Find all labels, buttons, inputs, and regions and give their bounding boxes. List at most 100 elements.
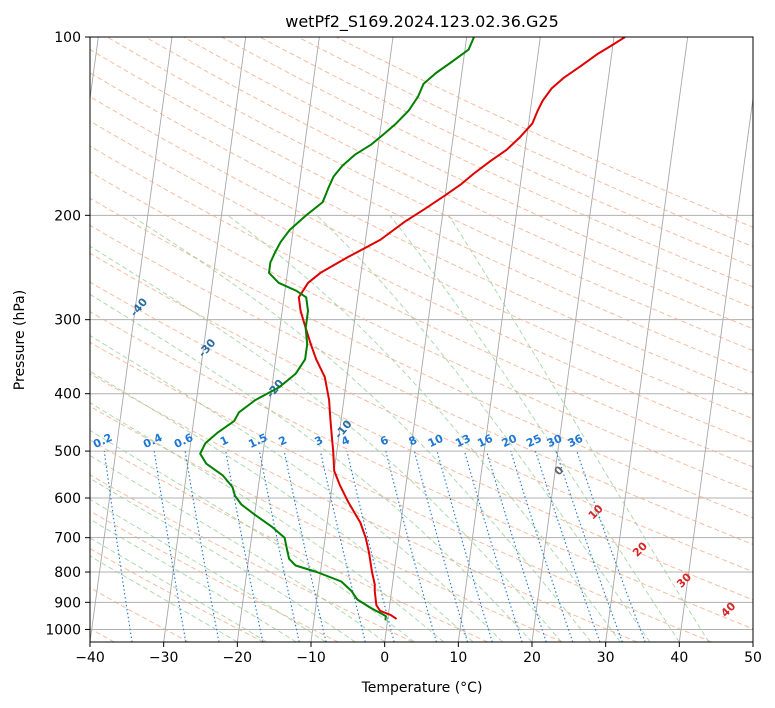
moist-adiabat bbox=[90, 429, 415, 642]
dry-adiabat bbox=[90, 341, 712, 642]
dry-adiabat bbox=[90, 120, 753, 444]
dry-adiabat bbox=[90, 439, 488, 642]
moist-adiabat bbox=[389, 214, 680, 642]
dry-adiabat bbox=[144, 37, 753, 330]
mixing-ratio-line bbox=[510, 450, 574, 642]
dry-adiabat bbox=[90, 548, 264, 642]
mixing-ratio-label: 36 bbox=[566, 432, 586, 450]
isotherm bbox=[678, 95, 753, 642]
dry-adiabat bbox=[90, 474, 414, 642]
mixing-ratio-label: 13 bbox=[453, 432, 472, 450]
y-tick-label: 600 bbox=[54, 491, 81, 507]
x-tick-label: 50 bbox=[744, 650, 762, 666]
isotherm bbox=[605, 37, 689, 642]
dry-adiabat bbox=[90, 587, 190, 642]
isotherm bbox=[752, 638, 753, 642]
isotherm bbox=[236, 37, 320, 642]
x-tick-label: −40 bbox=[75, 650, 105, 666]
mixing-ratio-line bbox=[283, 450, 327, 642]
mixing-ratio-line bbox=[436, 450, 493, 642]
isotherm-label: -60 bbox=[0, 214, 14, 238]
mixing-ratio-label: 10 bbox=[426, 432, 446, 450]
mixing-ratio-label: 2 bbox=[277, 433, 289, 448]
dry-adiabat bbox=[90, 96, 753, 420]
mixing-ratio-line bbox=[555, 450, 623, 642]
mixing-ratio-label: 0.2 bbox=[91, 431, 114, 451]
plot-frame bbox=[89, 36, 754, 643]
x-tick-label: −20 bbox=[223, 650, 253, 666]
dry-adiabat bbox=[90, 197, 753, 519]
dry-adiabat bbox=[90, 373, 638, 642]
moist-adiabat bbox=[90, 555, 238, 642]
dry-adiabat bbox=[296, 37, 753, 248]
x-tick-label: −30 bbox=[149, 650, 179, 666]
mixing-ratio-label: 6 bbox=[378, 433, 391, 448]
isotherm bbox=[163, 37, 247, 642]
dry-adiabat bbox=[106, 37, 753, 352]
dewpoint-profile bbox=[199, 37, 475, 621]
isotherm-label: -10 bbox=[332, 417, 355, 441]
y-tick-label: 800 bbox=[54, 565, 81, 581]
mixing-ratio-label: 30 bbox=[545, 432, 565, 450]
mixing-ratio-line bbox=[153, 451, 187, 642]
moist-adiabat bbox=[90, 455, 385, 642]
mixing-ratio-line bbox=[413, 450, 469, 642]
y-tick-label: 500 bbox=[54, 444, 81, 460]
y-tick-label: 100 bbox=[54, 30, 81, 46]
moist-adiabat bbox=[90, 293, 533, 642]
x-tick-label: 20 bbox=[523, 650, 541, 666]
mixing-ratio-line bbox=[103, 451, 133, 642]
mixing-ratio-line bbox=[319, 450, 366, 642]
mixing-ratio-line bbox=[225, 451, 264, 642]
theta-label: 10 bbox=[586, 502, 606, 522]
dry-adiabat bbox=[90, 252, 753, 573]
mixing-ratio-line bbox=[576, 450, 646, 642]
theta-label: 20 bbox=[630, 539, 650, 559]
dry-adiabat bbox=[90, 49, 753, 374]
isotherm bbox=[90, 37, 99, 102]
y-tick-label: 400 bbox=[54, 387, 81, 403]
moist-adiabat bbox=[90, 537, 268, 642]
isotherm-label: -30 bbox=[196, 336, 219, 360]
moist-adiabat bbox=[90, 477, 356, 642]
mixing-ratio-label: 25 bbox=[524, 432, 543, 450]
mixing-ratio-label: 8 bbox=[407, 433, 419, 448]
moist-adiabat bbox=[227, 214, 621, 642]
isotherm bbox=[384, 37, 468, 642]
dry-adiabat bbox=[182, 37, 753, 309]
mixing-ratio-line bbox=[258, 450, 300, 642]
mixing-ratio-line bbox=[385, 450, 437, 642]
moist-adiabat bbox=[448, 215, 710, 642]
mixing-ratio-line bbox=[346, 450, 395, 642]
dry-adiabat bbox=[90, 171, 753, 493]
mixing-ratio-line bbox=[463, 450, 523, 642]
dry-adiabat bbox=[220, 37, 753, 288]
isotherm bbox=[531, 37, 615, 642]
x-tick-label: 30 bbox=[597, 650, 615, 666]
isotherm bbox=[90, 37, 173, 642]
mixing-ratio-label: 16 bbox=[475, 432, 495, 450]
dry-adiabat bbox=[90, 405, 563, 642]
moist-adiabat bbox=[90, 402, 444, 642]
mixing-ratio-label: 1 bbox=[218, 433, 230, 448]
moist-adiabat bbox=[90, 245, 562, 642]
y-tick-label: 200 bbox=[54, 208, 81, 224]
moist-adiabat bbox=[90, 370, 474, 642]
temperature-profile bbox=[297, 37, 626, 620]
dry-adiabat bbox=[258, 37, 753, 268]
dry-adiabat bbox=[90, 281, 753, 601]
mixing-ratio-line bbox=[534, 450, 601, 642]
dry-adiabat bbox=[90, 311, 753, 630]
dry-adiabat bbox=[335, 37, 753, 228]
mixing-ratio-label: 20 bbox=[500, 432, 520, 450]
dry-adiabat bbox=[90, 145, 753, 468]
mixing-ratio-line bbox=[486, 450, 547, 642]
x-axis-label: Temperature (°C) bbox=[361, 680, 483, 696]
isotherm-label: -40 bbox=[128, 295, 151, 319]
y-tick-label: 700 bbox=[54, 531, 81, 547]
y-tick-label: 1000 bbox=[45, 622, 81, 638]
theta-label: 30 bbox=[674, 570, 694, 590]
y-tick-label: 300 bbox=[54, 313, 81, 329]
moist-adiabat bbox=[316, 214, 651, 642]
